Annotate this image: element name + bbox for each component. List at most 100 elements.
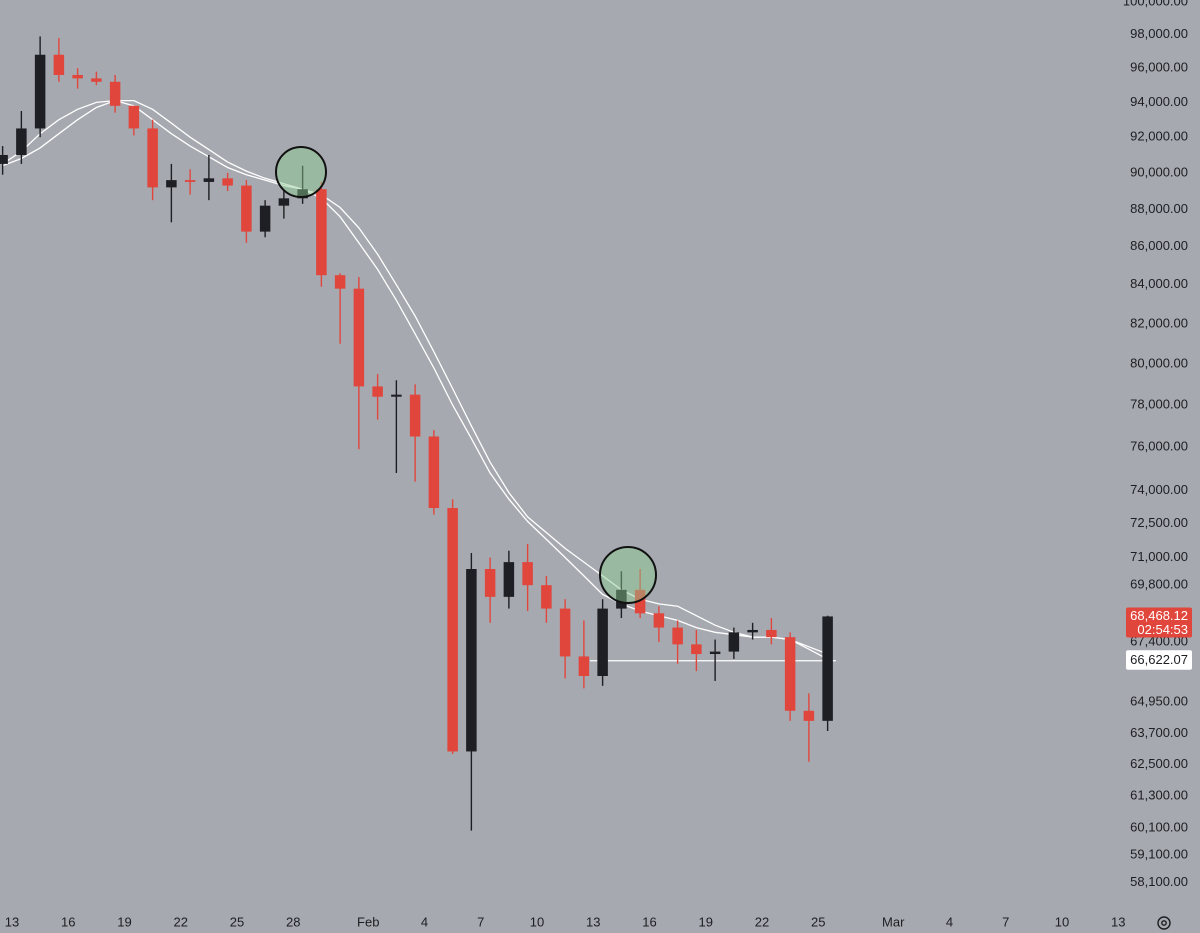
candle bbox=[72, 68, 83, 89]
x-tick-label: 25 bbox=[811, 914, 825, 929]
candle bbox=[484, 557, 496, 623]
candle bbox=[578, 620, 590, 689]
x-tick-label: Feb bbox=[357, 914, 379, 929]
candle-body bbox=[709, 651, 721, 655]
candle-body bbox=[147, 128, 158, 188]
highlight-circle bbox=[599, 546, 657, 604]
candle-body bbox=[391, 394, 402, 397]
y-tick-label: 92,000.00 bbox=[1130, 129, 1188, 144]
candle bbox=[184, 169, 196, 195]
axes: 100,000.00 98,000.00 96,000.00 94,000.00 92,… bbox=[5, 0, 1192, 929]
candle bbox=[109, 74, 121, 113]
candle bbox=[447, 499, 458, 755]
y-tick-label: 94,000.00 bbox=[1130, 94, 1188, 109]
candle bbox=[91, 71, 102, 86]
candle-body bbox=[522, 562, 533, 586]
settings-icon[interactable] bbox=[1157, 916, 1171, 930]
y-tick-label: 69,800.00 bbox=[1130, 577, 1188, 592]
y-tick-label: 76,000.00 bbox=[1130, 439, 1188, 454]
candle-body bbox=[466, 569, 477, 752]
candle-body bbox=[541, 585, 552, 609]
candle bbox=[34, 36, 46, 138]
y-tick-label: 84,000.00 bbox=[1130, 276, 1188, 291]
y-tick-label: 71,000.00 bbox=[1130, 549, 1188, 564]
candle-body bbox=[672, 627, 683, 645]
price-badge-countdown: 02:54:53 bbox=[1137, 622, 1188, 637]
candle bbox=[672, 620, 683, 664]
candle-body bbox=[597, 608, 608, 676]
candle bbox=[222, 172, 233, 192]
candle-body bbox=[259, 205, 271, 232]
candle-body bbox=[372, 386, 383, 397]
candle bbox=[541, 575, 552, 623]
candle bbox=[503, 550, 515, 609]
x-tick-label: 7 bbox=[1002, 914, 1009, 929]
x-tick-label: 13 bbox=[5, 914, 19, 929]
x-tick-label: 16 bbox=[642, 914, 656, 929]
candle bbox=[278, 191, 290, 219]
candle bbox=[391, 380, 402, 473]
x-tick-label: 22 bbox=[174, 914, 188, 929]
candle bbox=[766, 618, 777, 645]
candle bbox=[203, 154, 215, 201]
x-tick-label: 25 bbox=[230, 914, 244, 929]
candle-body bbox=[278, 198, 290, 206]
candle-body bbox=[109, 81, 121, 106]
candle-body bbox=[166, 180, 177, 188]
candle-body bbox=[616, 589, 627, 609]
price-badge-label: 68,468.12 bbox=[1130, 608, 1188, 623]
x-tick-label: 16 bbox=[61, 914, 75, 929]
candle bbox=[634, 569, 646, 619]
y-tick-label: 58,100.00 bbox=[1130, 874, 1188, 889]
candle-body bbox=[53, 54, 65, 75]
candle-body bbox=[0, 154, 8, 164]
candle bbox=[241, 180, 252, 243]
settings-gear[interactable] bbox=[1157, 916, 1171, 930]
moving-average-line bbox=[2, 99, 828, 660]
candle-body bbox=[578, 656, 590, 676]
candle-body bbox=[428, 436, 440, 509]
x-tick-label: 13 bbox=[1111, 914, 1125, 929]
y-tick-label: 78,000.00 bbox=[1130, 396, 1188, 411]
candle-body bbox=[34, 54, 46, 129]
y-tick-label: 100,000.00 bbox=[1123, 0, 1188, 8]
y-tick-label: 61,300.00 bbox=[1130, 787, 1188, 802]
price-badge-label: 66,622.07 bbox=[1130, 652, 1188, 667]
candle-body bbox=[653, 613, 665, 628]
y-tick-label: 82,000.00 bbox=[1130, 315, 1188, 330]
candle-body bbox=[447, 508, 458, 752]
candle bbox=[784, 632, 796, 721]
x-tick-label: 10 bbox=[1055, 914, 1069, 929]
candle bbox=[747, 622, 758, 640]
candle bbox=[466, 552, 477, 831]
x-tick-label: 19 bbox=[117, 914, 131, 929]
candle bbox=[334, 273, 346, 344]
y-tick-label: 60,100.00 bbox=[1130, 819, 1188, 834]
candle-body bbox=[334, 275, 346, 289]
candle-body bbox=[559, 608, 571, 657]
candle bbox=[0, 146, 8, 175]
candle-body bbox=[484, 569, 496, 597]
candle bbox=[559, 599, 571, 679]
moving-average-line bbox=[2, 99, 828, 655]
candle-body bbox=[353, 288, 365, 387]
price-badge bbox=[1126, 651, 1192, 670]
candle bbox=[709, 639, 721, 681]
candle bbox=[428, 430, 440, 515]
candle bbox=[53, 38, 65, 82]
candle bbox=[597, 599, 608, 686]
y-tick-label: 86,000.00 bbox=[1130, 238, 1188, 253]
settings-gear-center[interactable] bbox=[1161, 920, 1167, 926]
y-tick-label: 64,950.00 bbox=[1130, 693, 1188, 708]
y-tick-label: 72,500.00 bbox=[1130, 515, 1188, 530]
candle bbox=[803, 693, 815, 762]
y-tick-label: 88,000.00 bbox=[1130, 201, 1188, 216]
candle-body bbox=[634, 589, 646, 614]
candle bbox=[166, 163, 177, 223]
candle bbox=[409, 384, 421, 482]
candle-body bbox=[784, 637, 796, 711]
x-tick-label: 28 bbox=[286, 914, 300, 929]
candle bbox=[822, 615, 833, 731]
x-tick-label: 22 bbox=[755, 914, 769, 929]
